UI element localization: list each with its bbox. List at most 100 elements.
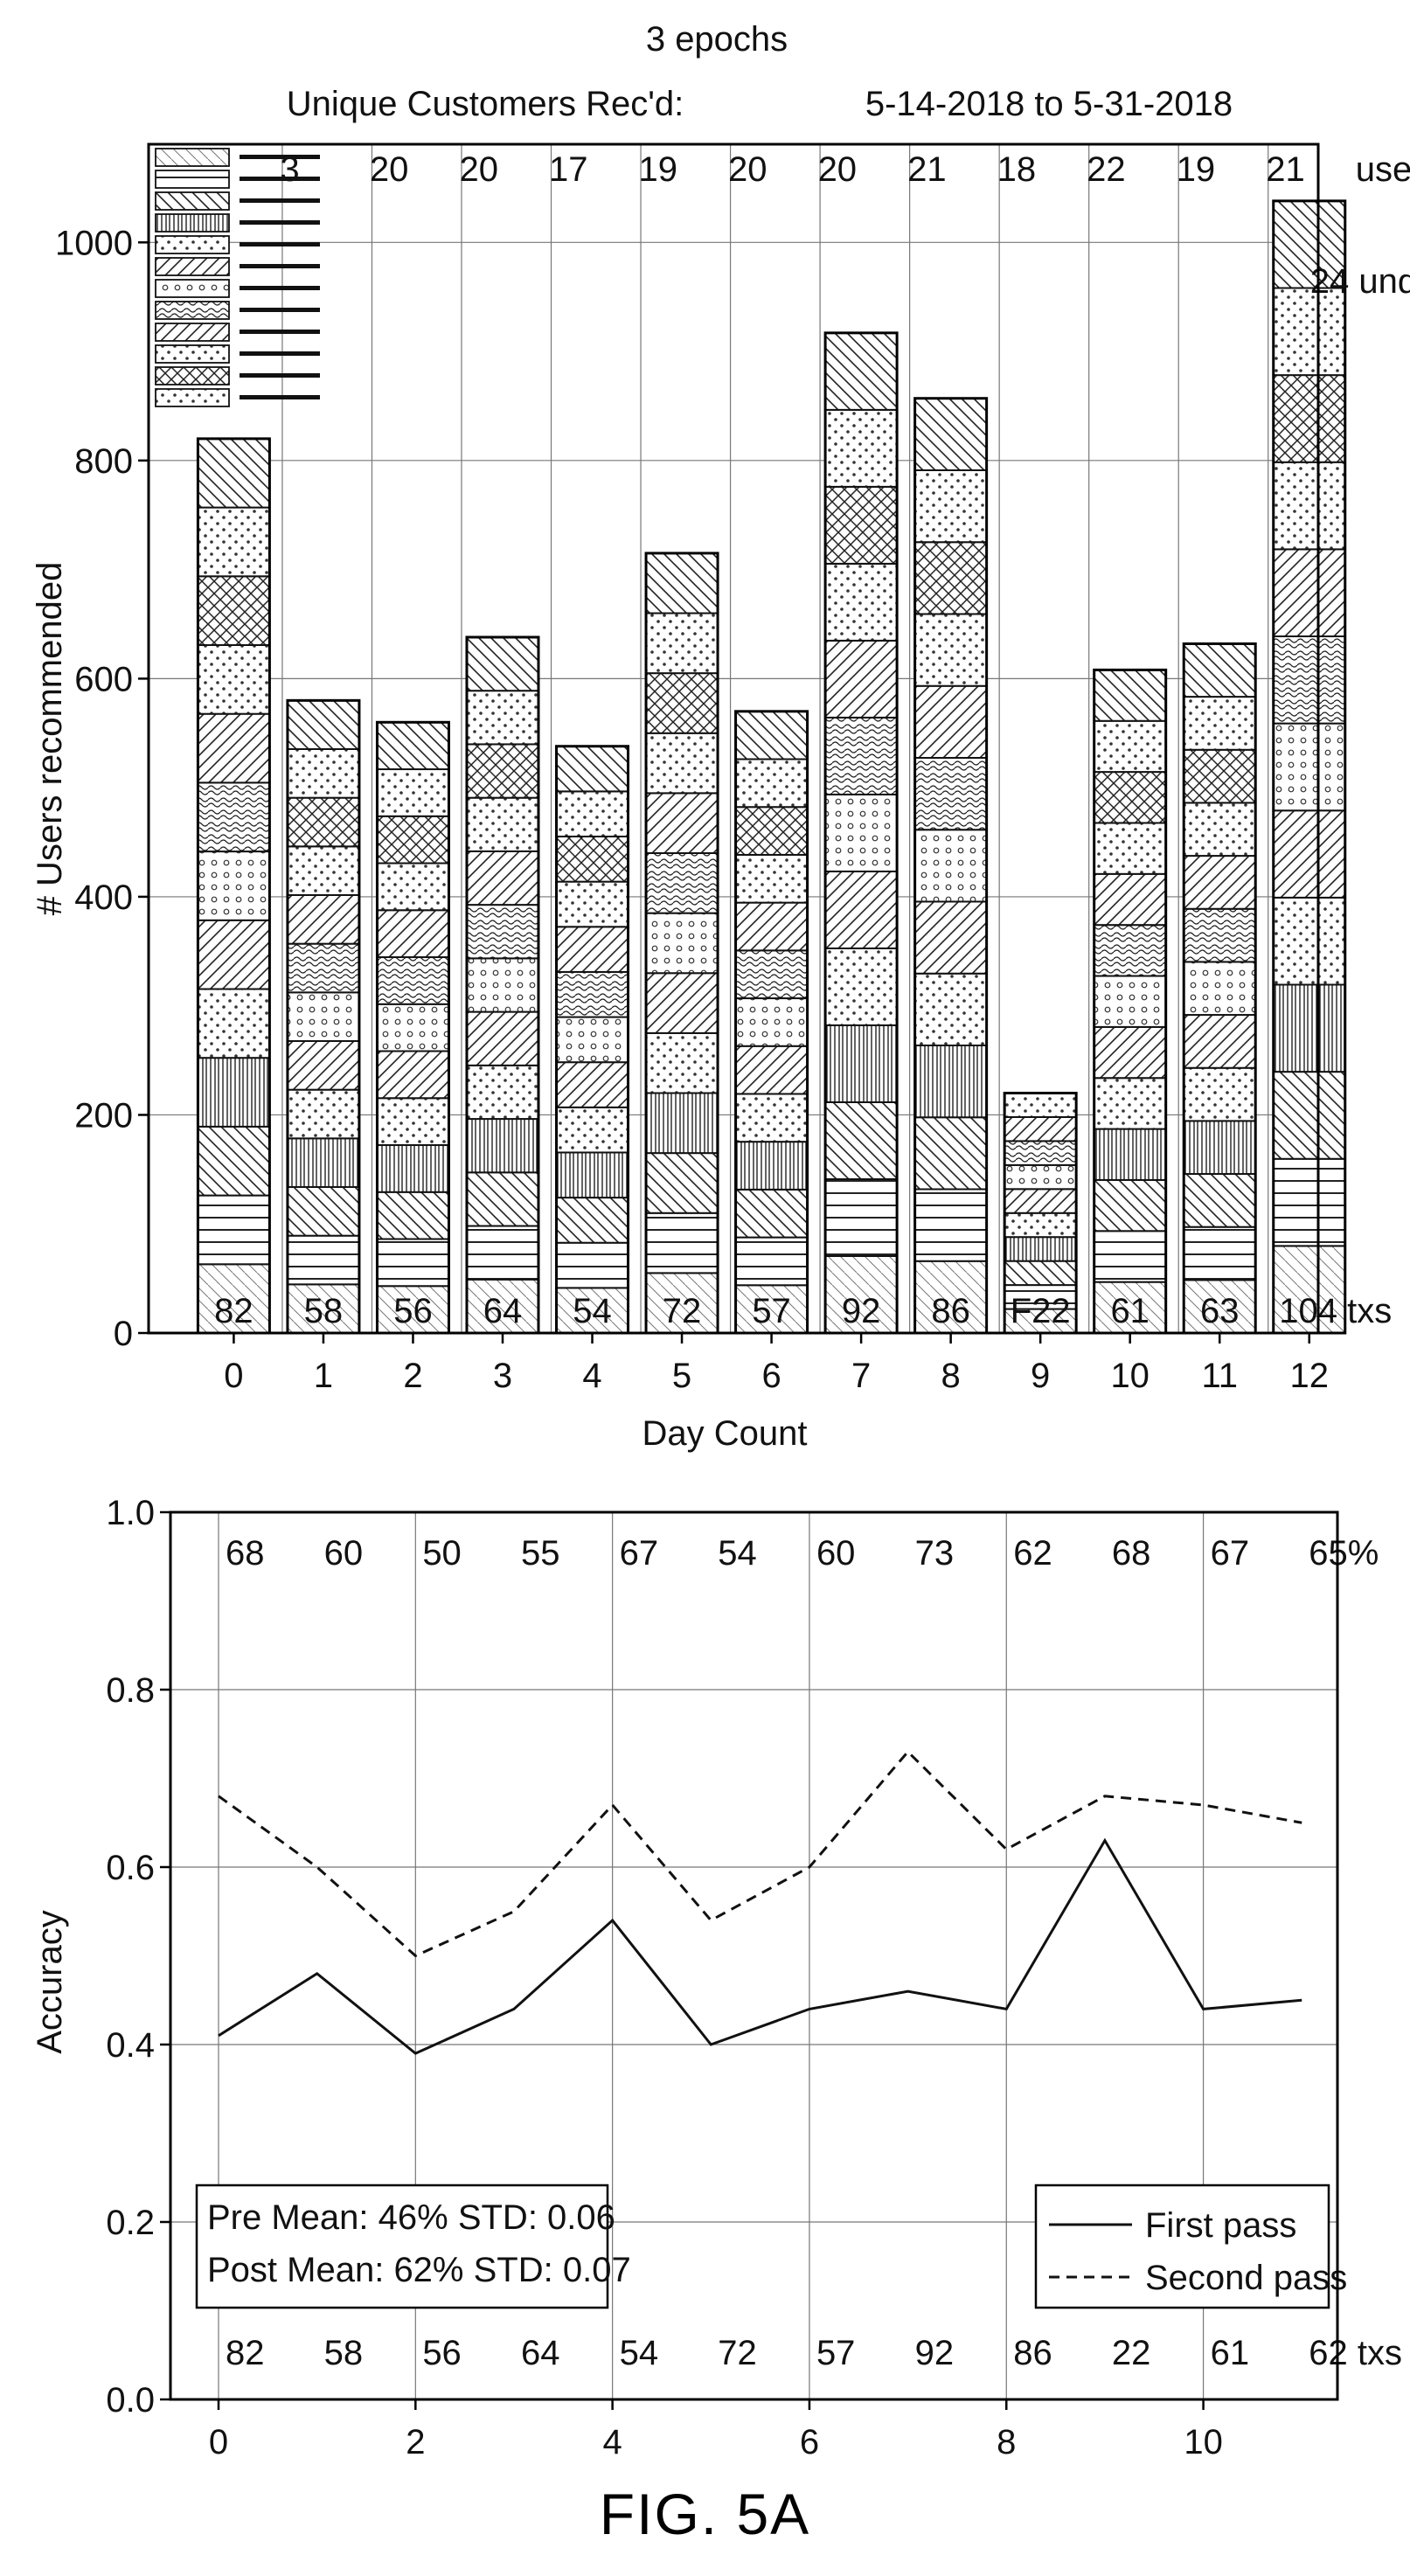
bar-segment xyxy=(1093,1230,1167,1283)
bar-segment xyxy=(734,853,809,904)
bar-segment xyxy=(197,643,271,715)
bar-segment xyxy=(824,331,899,411)
second-pass-pct-label: 54 xyxy=(718,1534,757,1573)
bar-segment xyxy=(913,829,988,903)
x-tick-label: 8 xyxy=(941,1357,961,1395)
bar-segment xyxy=(1272,374,1346,463)
bar-segment xyxy=(734,1188,809,1239)
figure-label: FIG. 5A xyxy=(599,2482,811,2546)
bar-segment xyxy=(913,1260,988,1334)
bar-segment xyxy=(1272,287,1346,377)
bar-segment xyxy=(1183,1120,1257,1176)
bar-segment xyxy=(197,437,271,509)
bar-segment xyxy=(555,1106,629,1154)
bar-segment xyxy=(465,743,539,799)
bar-segment xyxy=(286,1283,360,1335)
txs-label: 56 xyxy=(393,1292,433,1330)
y-tick-label: 0 xyxy=(114,1315,133,1353)
bar-segment xyxy=(645,1092,719,1155)
txs-label: 57 xyxy=(816,2334,856,2372)
second-pass-pct-label: 60 xyxy=(816,1534,856,1573)
legend-label: First pass xyxy=(1145,2206,1296,2245)
bar-segment xyxy=(555,745,629,793)
bar-segment xyxy=(465,1010,539,1066)
y-tick-label: 0.6 xyxy=(106,1849,155,1887)
bar-8 xyxy=(913,397,989,1335)
legend: First pass Second pass xyxy=(1034,2184,1347,2309)
txs-label: 92 xyxy=(842,1292,881,1330)
bar-segment xyxy=(197,506,271,578)
legend-line xyxy=(240,264,320,268)
x-tick-label: 10 xyxy=(1184,2423,1223,2461)
bar-segment xyxy=(1093,924,1167,977)
bar-segment xyxy=(645,912,719,975)
unique-count-label: 24 unq xyxy=(1310,262,1410,301)
bar-segment xyxy=(1272,983,1346,1073)
bar-segment xyxy=(555,880,629,928)
bar-segment xyxy=(913,469,988,544)
y-tick-label: 1000 xyxy=(55,224,133,262)
y-axis-label: # Users recommended xyxy=(31,562,69,916)
legend-swatch xyxy=(155,170,230,189)
users-count-label: 21 xyxy=(1266,150,1305,189)
second-pass-pct-label: 67 xyxy=(1211,1534,1250,1573)
txs-label: 58 xyxy=(304,1292,344,1330)
bar-segment xyxy=(1093,975,1167,1028)
bar-segment xyxy=(465,796,539,852)
accuracy-line-chart: 68 60 50 55 67 54 60 73 62 68 67 65%82 58 56 64 54 72 57 9… xyxy=(31,1494,1402,2461)
bar-segment xyxy=(465,1225,539,1281)
bar-segment xyxy=(645,1152,719,1214)
bar-segment xyxy=(913,756,988,831)
bar-segment xyxy=(913,1188,988,1262)
bar-segment xyxy=(824,485,899,565)
bar-segment xyxy=(286,845,360,896)
bar-segment xyxy=(376,956,450,1005)
bar-10 xyxy=(1093,668,1168,1335)
bar-segment xyxy=(376,862,450,912)
bar-segment xyxy=(286,1137,360,1188)
bar-segment xyxy=(645,972,719,1034)
bar-segment xyxy=(286,1185,360,1237)
bar-segment xyxy=(1183,748,1257,804)
bar-segment xyxy=(555,1016,629,1064)
x-tick-label: 12 xyxy=(1289,1357,1329,1395)
bar-segment xyxy=(645,672,719,734)
bar-segment xyxy=(1004,1188,1078,1214)
bar-segment xyxy=(197,712,271,784)
bar-segment xyxy=(1093,771,1167,824)
bar-segment xyxy=(824,870,899,949)
bar-segment xyxy=(376,815,450,864)
x-tick-label: 10 xyxy=(1110,1357,1150,1395)
bar-segment xyxy=(645,1212,719,1274)
legend-swatch xyxy=(155,301,230,320)
bar-segment xyxy=(376,1097,450,1147)
y-tick-label: 1.0 xyxy=(106,1494,155,1532)
second-pass-pct-label: 68 xyxy=(1112,1534,1151,1573)
x-tick-label: 8 xyxy=(997,2423,1016,2461)
second-pass-pct-label: 50 xyxy=(422,1534,462,1573)
second-pass-pct-label: 65% xyxy=(1309,1534,1379,1573)
bar-segment xyxy=(465,635,539,692)
txs-label: 64 xyxy=(483,1292,523,1330)
users-count-label: 17 xyxy=(549,150,588,189)
bar-segment xyxy=(1272,635,1346,725)
bar-segment xyxy=(824,639,899,719)
bar-segment xyxy=(197,575,271,646)
legend-swatch xyxy=(155,148,230,167)
bar-segment xyxy=(465,1118,539,1174)
bar-segment xyxy=(197,851,271,921)
y-tick-label: 0.4 xyxy=(106,2026,155,2065)
bar-segment xyxy=(286,893,360,945)
x-tick-label: 7 xyxy=(851,1357,871,1395)
second-pass-pct-label: 55 xyxy=(521,1534,560,1573)
txs-label: F22 xyxy=(1011,1292,1071,1330)
stats-box-frame xyxy=(195,2184,609,2309)
bar-segment xyxy=(913,900,988,975)
bar-segment xyxy=(465,904,539,960)
bar-segment xyxy=(376,1191,450,1240)
bar-segment xyxy=(1183,1173,1257,1228)
legend-swatch xyxy=(155,344,230,364)
bar-segment xyxy=(555,790,629,838)
plot-frame xyxy=(169,1510,1339,2401)
txs-label: 58 xyxy=(324,2334,364,2372)
